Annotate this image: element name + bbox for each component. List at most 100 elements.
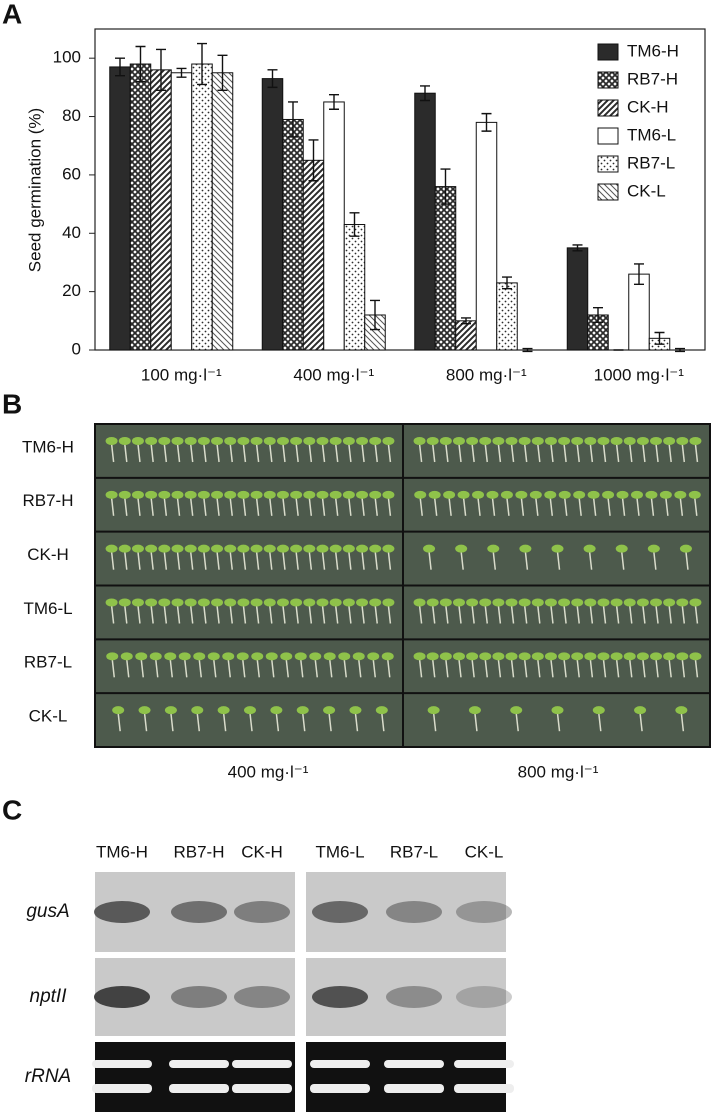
bar bbox=[282, 118, 304, 351]
seedling-root bbox=[668, 605, 672, 624]
panel-label: C bbox=[2, 794, 22, 825]
seedling-leaf bbox=[171, 437, 184, 445]
seedling-root bbox=[387, 551, 392, 570]
seedling-root bbox=[535, 497, 539, 516]
seedling-root bbox=[216, 497, 220, 516]
seedling-leaf bbox=[105, 490, 118, 499]
seedling-root bbox=[176, 497, 181, 516]
seedling-leaf bbox=[492, 437, 505, 445]
seedling-leaf bbox=[184, 490, 197, 499]
seedling-leaf bbox=[676, 437, 689, 445]
seedling-leaf bbox=[571, 598, 584, 607]
seedling-leaf bbox=[329, 437, 342, 445]
blot-strip bbox=[306, 1042, 506, 1112]
rrna-band bbox=[310, 1084, 370, 1093]
row-label: gusA bbox=[26, 901, 69, 922]
seedling-leaf bbox=[439, 437, 452, 445]
seedling-leaf bbox=[610, 437, 623, 445]
seedling-root bbox=[271, 659, 275, 678]
seedling-leaf bbox=[369, 544, 382, 553]
seedling-root bbox=[137, 443, 141, 463]
seedling-leaf bbox=[237, 490, 250, 499]
seedling-leaf bbox=[382, 598, 395, 607]
seedling-leaf bbox=[439, 652, 452, 661]
seedling-root bbox=[374, 605, 378, 624]
seedling-root bbox=[295, 497, 299, 516]
seedling-leaf bbox=[263, 598, 276, 607]
seedling-root bbox=[163, 551, 168, 570]
seedling-leaf bbox=[505, 598, 518, 607]
seedling-leaf bbox=[224, 544, 237, 553]
seedling-root bbox=[334, 497, 339, 516]
seedling-leaf bbox=[529, 490, 542, 499]
seedling-root bbox=[343, 659, 347, 678]
seedling-root bbox=[117, 713, 121, 732]
seedling-leaf bbox=[647, 544, 660, 553]
seedling-root bbox=[229, 443, 233, 463]
seedling-leaf bbox=[531, 652, 544, 661]
seedling-leaf bbox=[452, 598, 465, 607]
blot-band bbox=[171, 986, 227, 1008]
error-bar bbox=[675, 347, 685, 353]
seedling-leaf bbox=[342, 490, 355, 499]
seedling-leaf bbox=[178, 652, 191, 661]
legend-swatch bbox=[597, 155, 619, 173]
seedling-root bbox=[381, 713, 385, 732]
seedling-root bbox=[523, 659, 528, 678]
seedling-root bbox=[269, 551, 273, 570]
seedling-root bbox=[282, 551, 286, 570]
seedling-root bbox=[484, 443, 488, 463]
seedling-root bbox=[150, 551, 154, 570]
seedling-root bbox=[668, 443, 672, 463]
error-bar bbox=[522, 347, 533, 353]
error-bar bbox=[654, 331, 665, 345]
seedling-leaf bbox=[145, 490, 158, 499]
seedling-root bbox=[155, 659, 159, 678]
row-label: CK-H bbox=[27, 545, 69, 564]
rrna-band bbox=[92, 1060, 152, 1068]
bar bbox=[191, 63, 213, 351]
seedling-root bbox=[650, 497, 655, 516]
seedling-root bbox=[458, 443, 462, 463]
blot-band bbox=[234, 986, 290, 1008]
error-bar bbox=[308, 139, 319, 182]
seedling-root bbox=[285, 659, 289, 678]
seedling-root bbox=[642, 659, 646, 678]
seedling-leaf bbox=[587, 490, 600, 499]
error-bar bbox=[634, 263, 644, 286]
seedling-leaf bbox=[518, 437, 531, 445]
lane-label: TM6-L bbox=[315, 842, 364, 861]
seedling-leaf bbox=[663, 598, 676, 607]
seedling-leaf bbox=[688, 490, 701, 499]
seedling-leaf bbox=[303, 598, 316, 607]
seedling-leaf bbox=[367, 652, 380, 661]
seedling-leaf bbox=[531, 437, 544, 445]
legend-label: TM6-H bbox=[627, 41, 679, 60]
seedling-leaf bbox=[171, 544, 184, 553]
seedling-leaf bbox=[636, 437, 649, 445]
seedling-root bbox=[361, 605, 365, 624]
seedling-leaf bbox=[237, 437, 250, 445]
seedling-leaf bbox=[158, 490, 171, 499]
seedling-root bbox=[681, 443, 686, 463]
seedling-root bbox=[642, 605, 646, 624]
seedling-root bbox=[653, 551, 657, 570]
seedling-leaf bbox=[423, 544, 436, 553]
seedling-root bbox=[431, 443, 436, 463]
seedling-root bbox=[549, 497, 554, 516]
legend-swatch bbox=[597, 127, 619, 145]
seedling-root bbox=[679, 497, 684, 516]
seedling-leaf bbox=[197, 490, 210, 499]
blot-band bbox=[234, 901, 290, 923]
rrna-band bbox=[92, 1084, 152, 1093]
seedling-root bbox=[607, 497, 611, 516]
seedling-root bbox=[510, 605, 515, 624]
seedling-leaf bbox=[105, 437, 118, 445]
bar bbox=[414, 92, 436, 351]
seedling-leaf bbox=[689, 598, 702, 607]
y-axis-label: Seed germination (%) bbox=[25, 108, 44, 272]
seedling-leaf bbox=[492, 652, 505, 661]
seedling-root bbox=[229, 551, 233, 570]
seedling-leaf bbox=[329, 598, 342, 607]
seedling-leaf bbox=[145, 598, 158, 607]
